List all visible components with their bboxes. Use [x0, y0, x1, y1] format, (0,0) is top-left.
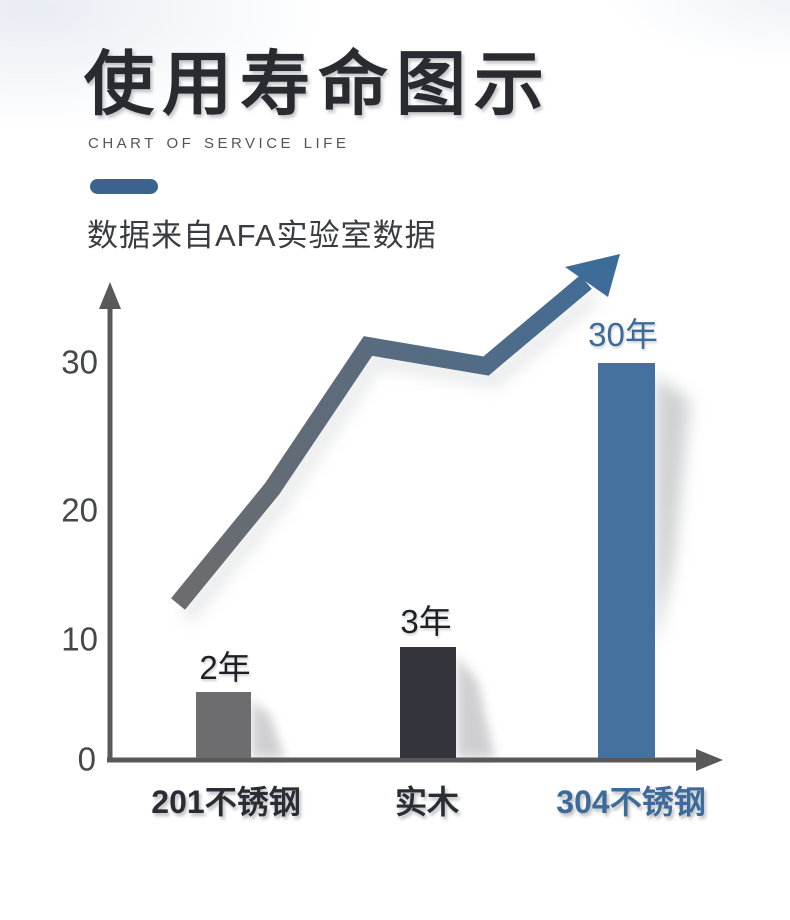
- accent-bar: [90, 179, 158, 194]
- value-label-201: 2年: [199, 649, 250, 686]
- y-tick-30: 30: [61, 344, 98, 381]
- page-title: 使用寿命图示: [84, 45, 552, 123]
- trend-arrowhead-icon: [565, 254, 620, 297]
- bar-shadow-solid-wood: [457, 655, 495, 758]
- bar-solid-wood: [400, 647, 456, 758]
- category-label-solid-wood: 实木: [395, 784, 459, 820]
- value-label-304: 30年: [588, 316, 658, 353]
- category-label-304: 304不锈钢: [556, 784, 705, 820]
- y-tick-0: 0: [78, 741, 96, 778]
- x-axis-arrow-icon: [696, 749, 723, 771]
- category-label-201: 201不锈钢: [151, 784, 300, 820]
- bar-304-stainless: [598, 363, 655, 758]
- value-label-solid-wood: 3年: [400, 603, 451, 640]
- bar-shadow-201: [252, 700, 285, 758]
- bar-201-stainless: [196, 692, 251, 758]
- trend-arrow-line: [171, 275, 592, 610]
- bar-shadow-304: [655, 375, 690, 650]
- data-source-note: 数据来自AFA实验室数据: [87, 218, 437, 253]
- bar-shadows: [180, 290, 690, 758]
- y-axis-arrow-icon: [99, 282, 121, 309]
- page-subtitle: Chart of service life: [88, 128, 350, 153]
- trend-arrow-shadow: [180, 290, 599, 623]
- y-tick-20: 20: [61, 492, 98, 529]
- y-tick-10: 10: [61, 621, 98, 658]
